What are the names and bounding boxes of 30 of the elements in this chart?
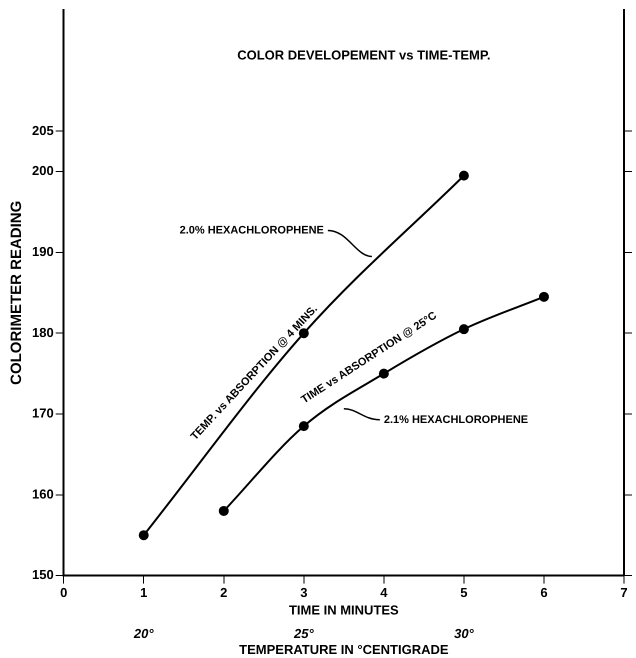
x2-tick-label: 25° — [292, 626, 314, 642]
y-tick-label: 200 — [32, 163, 54, 178]
x-tick-label: 6 — [540, 584, 548, 600]
point — [538, 292, 549, 302]
point — [298, 421, 309, 432]
point — [138, 530, 149, 540]
annotation: 2.0% HEXACHLOROPHENE — [180, 224, 324, 236]
x-tick-label: 3 — [300, 584, 308, 600]
y-tick-label: 190 — [32, 244, 54, 259]
x-tick-label: 0 — [60, 584, 68, 600]
point — [458, 324, 469, 334]
x2-tick-label: 30° — [454, 626, 475, 642]
text: COLOR DEVELOPEMENT vs TIME-TEMP. — [237, 48, 490, 63]
x-tick-label: 7 — [620, 584, 628, 600]
x-tick-label: 1 — [140, 584, 148, 600]
x-tick-label: 2 — [220, 584, 228, 600]
y-tick-label: 160 — [32, 486, 54, 502]
x-tick-label: 5 — [460, 584, 468, 600]
x-tick-label: 4 — [380, 584, 388, 600]
point — [218, 506, 229, 516]
y-axis-title: COLORIMETER READING — [8, 200, 26, 385]
y-tick-label: 180 — [32, 324, 54, 340]
y-tick-label: 170 — [32, 406, 54, 421]
point — [458, 170, 469, 181]
x-axis-title: TIME IN MINUTES — [288, 602, 400, 618]
x2-tick-label: 20° — [132, 626, 154, 642]
annotation: 2.1% HEXACHLOROPHENE — [384, 414, 528, 426]
y-tick-label: 150 — [32, 567, 54, 582]
y-tick-label: 205 — [32, 122, 54, 138]
x2-axis-title: TEMPERATURE IN °CENTIGRADE — [239, 642, 449, 657]
